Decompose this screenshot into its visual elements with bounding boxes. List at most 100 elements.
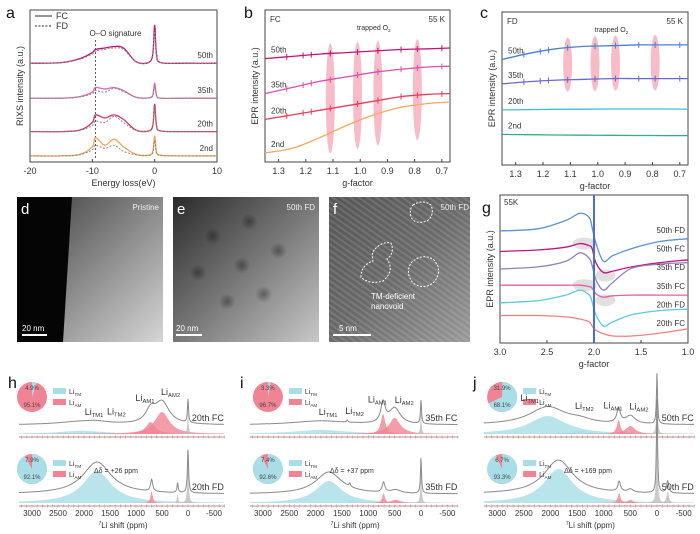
scale-bar-label: 5 nm <box>339 324 357 333</box>
dark-contrast-spot <box>232 255 260 284</box>
temperature-label: 55 K <box>667 17 684 26</box>
series-line <box>264 92 451 121</box>
panel-letter-c: c <box>480 5 488 22</box>
x-axis-label: g-factor <box>342 178 373 188</box>
x-axis-label-main: Li shift (ppm) <box>101 521 148 530</box>
x-tick-label: 1.0 <box>591 169 604 179</box>
total-spectrum-line <box>483 373 695 425</box>
peak-label-sub: TM1 <box>527 399 539 405</box>
panel-letter-j: j <box>472 375 477 392</box>
peak-label-sub: AM2 <box>636 407 648 413</box>
legend-swatch <box>53 399 66 405</box>
legend-label-sub: AM <box>74 403 81 408</box>
x-tick-label: 1.3 <box>509 169 522 179</box>
temperature-label: 55K <box>504 198 519 207</box>
pie-slice-tm <box>252 454 283 485</box>
peak-label-main: Li <box>345 406 352 416</box>
x-axis-label-sup: 7 <box>566 521 569 527</box>
legend-label: LiTM <box>305 389 317 397</box>
series-line-fd <box>29 85 217 99</box>
series-line-fd <box>29 30 218 64</box>
pie-label: 96.7% <box>259 403 277 409</box>
series-label: 35th <box>508 71 524 80</box>
x-axis-label-main: Li shift (ppm) <box>333 521 380 530</box>
series-line <box>501 108 689 111</box>
series-label: 35th <box>271 81 287 90</box>
lattice-fringes <box>329 197 470 342</box>
spectrum-label: 35th FD <box>425 482 458 492</box>
legend-swatch <box>53 471 66 477</box>
panel-letter-a: a <box>6 5 15 22</box>
pie-slice-tm <box>17 454 48 485</box>
trapped-o2-highlight <box>563 37 573 92</box>
x-tick-label: 1.0 <box>354 166 367 176</box>
panel-letter-d: d <box>21 201 29 218</box>
legend-label-main: Li <box>539 400 545 407</box>
legend-label-sub: TM <box>74 392 81 397</box>
component-am-area <box>19 412 225 434</box>
legend-label-sub: AM <box>310 475 317 480</box>
x-tick-label: -500 <box>676 509 693 518</box>
x-tick-label: 0.7 <box>674 169 687 179</box>
component-am-area <box>249 418 458 434</box>
pie-slice-tm <box>267 382 271 397</box>
peak-label: LiTM2 <box>345 406 364 418</box>
legend-label: LiAM <box>539 400 551 408</box>
x-tick-label: 2000 <box>75 509 93 518</box>
series-line <box>501 77 688 85</box>
dark-contrast-spot <box>268 241 297 269</box>
x-tick-label: 1.5 <box>635 347 648 357</box>
x-tick-label: 500 <box>388 509 402 518</box>
x-tick-label: 2.0 <box>588 347 601 357</box>
spectrum-label: 50th FD <box>662 482 695 492</box>
x-tick-label: 3.0 <box>494 347 507 357</box>
series-label: 2nd <box>508 121 521 130</box>
x-tick-label: 0.7 <box>436 166 449 176</box>
total-spectrum-line <box>19 449 225 494</box>
peak-label: LiAM1 <box>603 401 622 413</box>
trapped-o2-label: trapped O2 <box>595 27 629 35</box>
peak-label-main: Li <box>368 395 375 405</box>
image-caption: Pristine <box>132 203 159 212</box>
legend-swatch <box>523 388 537 394</box>
legend-label-main: Li <box>539 472 545 479</box>
x-tick-label: -10 <box>86 166 99 176</box>
series-label: 50th <box>271 46 287 55</box>
legend-label-main: Li <box>69 461 75 468</box>
x-axis-label: g-factor <box>579 359 610 369</box>
legend-label: LiTM <box>539 389 551 397</box>
peak-label-main: Li <box>603 401 610 411</box>
component-tm-area <box>483 430 694 434</box>
pie-label: 92.6% <box>259 475 277 481</box>
x-tick-label: 1000 <box>127 509 145 518</box>
y-axis-label: EPR intensity (a.u.) <box>487 50 497 128</box>
x-tick-label: 1.1 <box>564 169 577 179</box>
feature-highlight <box>595 269 616 282</box>
peak-label: LiTM1 <box>520 393 539 405</box>
component-tm-area <box>483 416 694 434</box>
trapped-o2-label-main: trapped O <box>357 25 389 32</box>
legend-label-main: Li <box>69 472 75 479</box>
x-tick-label: 1.0 <box>682 347 695 357</box>
legend-label-main: Li <box>305 400 311 407</box>
nanovoid-outline <box>360 242 393 283</box>
series-line-fd <box>29 106 218 133</box>
series-label: 20th <box>271 106 287 115</box>
y-axis-label: EPR intensity (a.u.) <box>485 230 495 308</box>
peak-label-main: Li <box>520 393 527 403</box>
x-axis-label: Energy loss(eV) <box>91 178 155 188</box>
spectrum-label: 20th FC <box>192 413 225 423</box>
x-tick-label: 500 <box>155 509 169 518</box>
x-tick-label: 1000 <box>359 509 377 518</box>
peak-label-main: Li <box>319 407 326 417</box>
component-am-area <box>249 499 458 503</box>
x-tick-label: 500 <box>624 509 638 518</box>
series-label: 35th FC <box>657 282 686 291</box>
total-spectrum-line <box>249 458 458 495</box>
panel-letter-b: b <box>244 5 253 22</box>
legend-label-sub: TM <box>310 464 317 469</box>
pie-label: 95.1% <box>23 403 41 409</box>
trapped-o2-highlight <box>373 40 383 146</box>
peak-label-sub: TM2 <box>582 407 594 413</box>
panel-letter-i: i <box>240 375 244 392</box>
